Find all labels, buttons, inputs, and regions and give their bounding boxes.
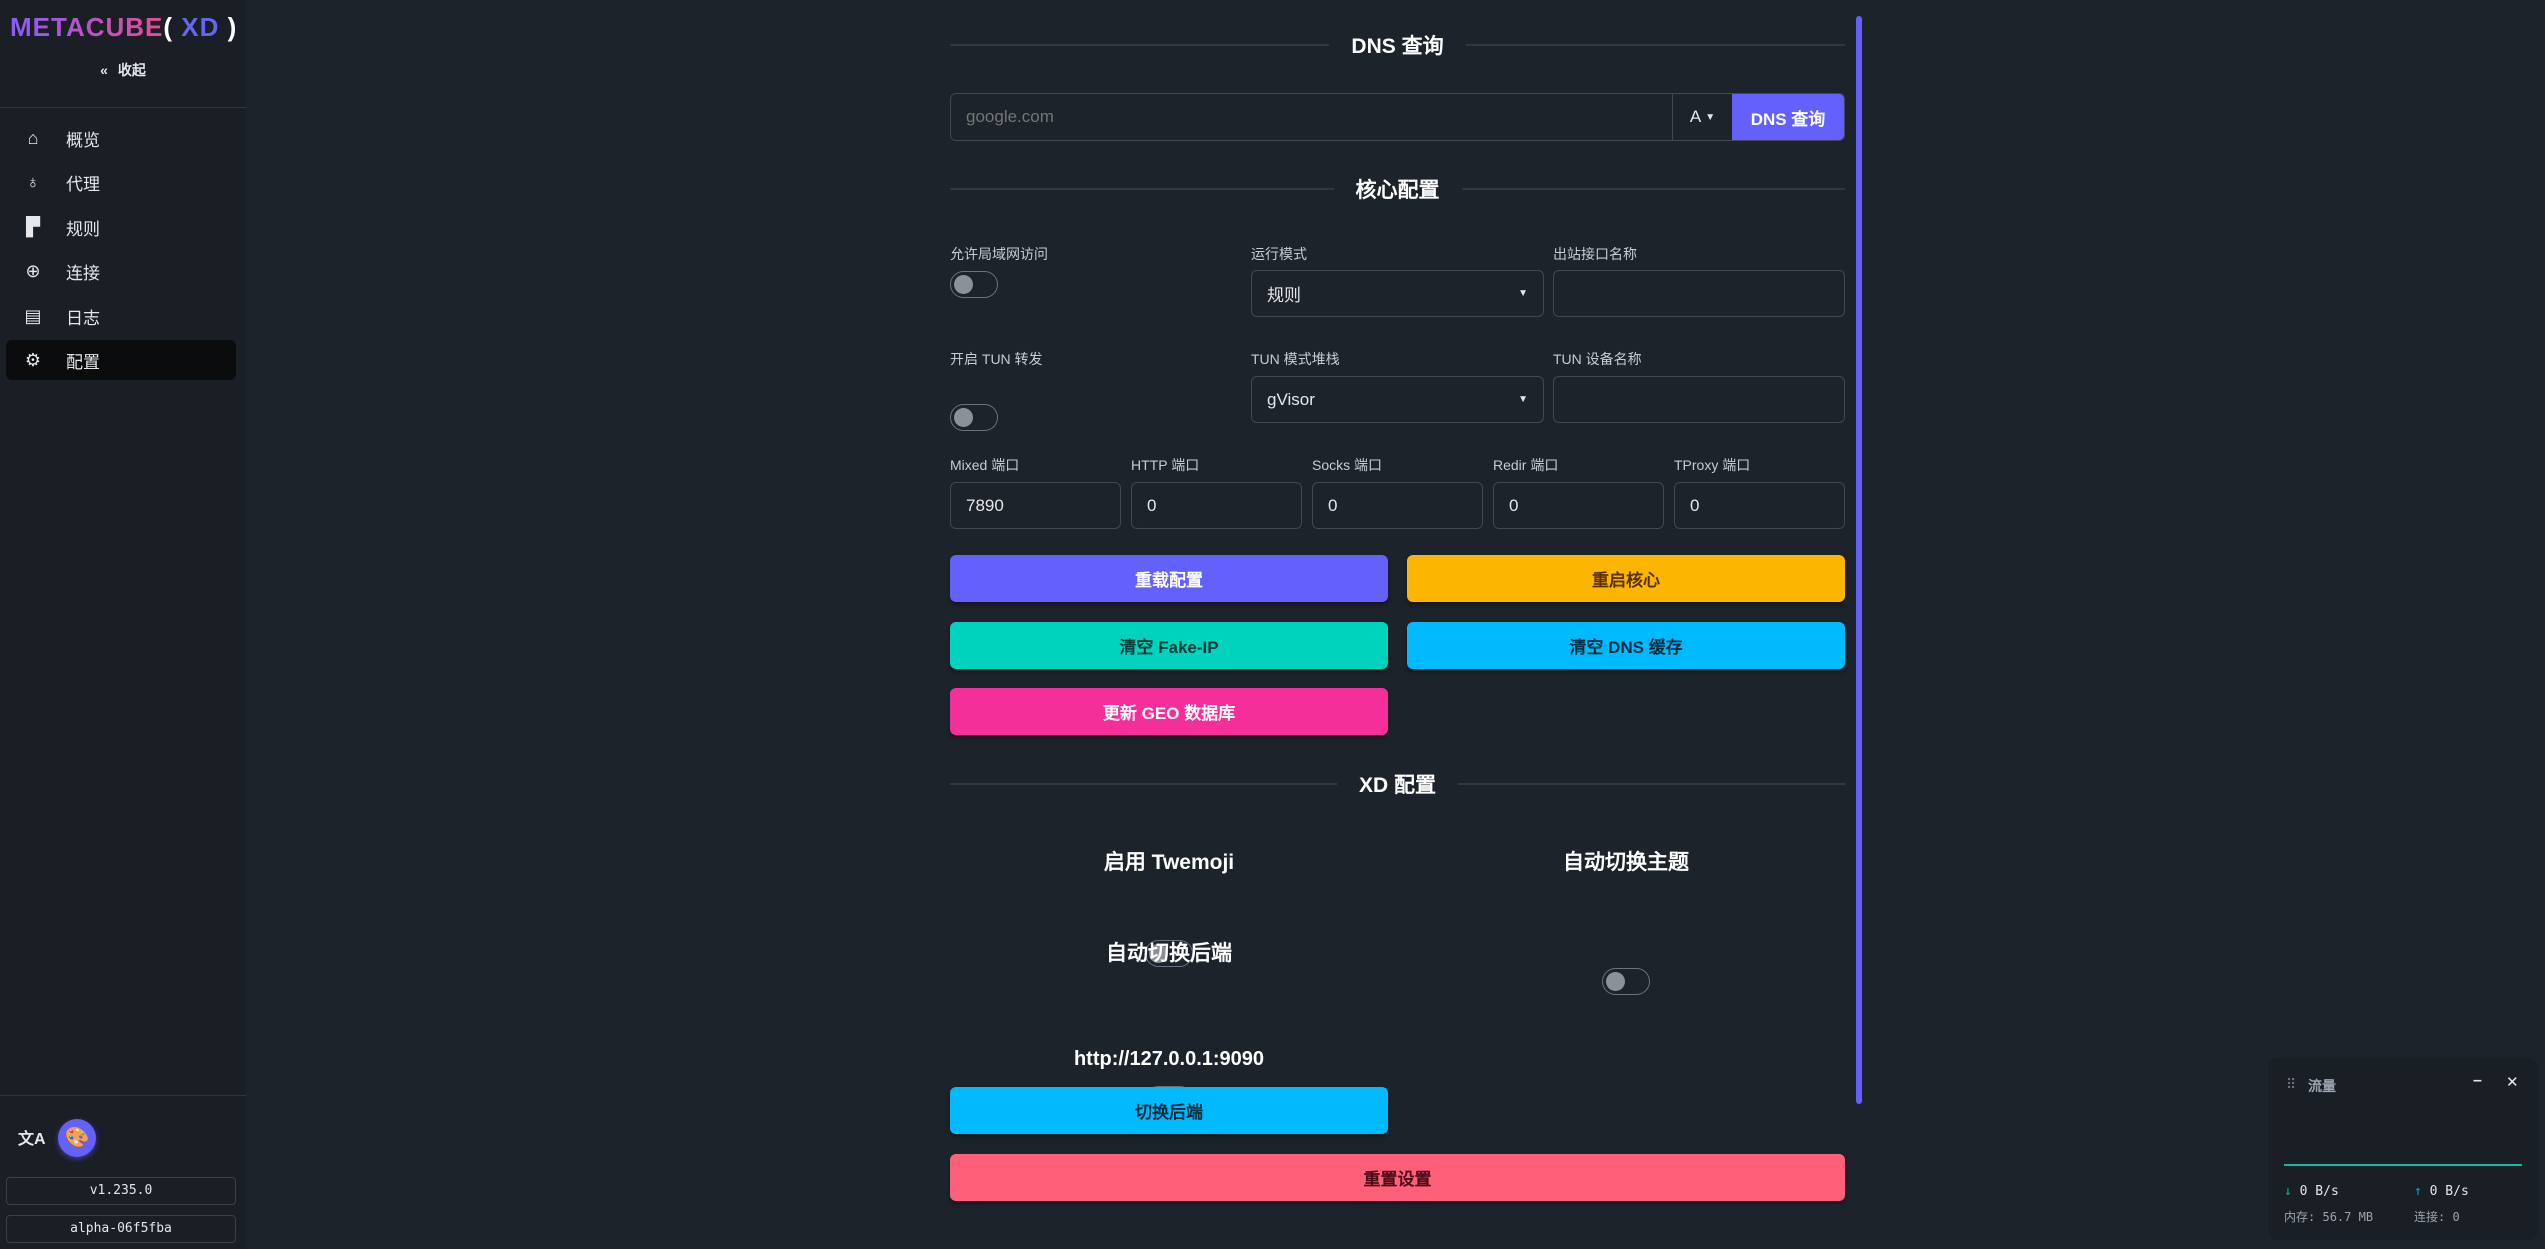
sidebar-item-connections[interactable]: ⊕ 连接 [6, 251, 236, 291]
translate-icon[interactable]: 文A [18, 1131, 46, 1148]
sidebar-item-rules[interactable]: ▛ 规则 [6, 207, 236, 247]
palette-icon[interactable]: 🎨 [58, 1119, 96, 1157]
reload-config-button[interactable]: 重载配置 [950, 555, 1388, 602]
update-geo-button[interactable]: 更新 GEO 数据库 [950, 688, 1388, 735]
auto-backend-label: 自动切换后端 [1106, 942, 1232, 965]
tun-device-input[interactable] [1553, 376, 1845, 423]
http-port-label: HTTP 端口 [1131, 457, 1200, 473]
dns-query-button[interactable]: DNS 查询 [1732, 94, 1844, 140]
sidebar-item-logs[interactable]: ▤ 日志 [6, 296, 236, 336]
tproxy-port-label: TProxy 端口 [1674, 457, 1751, 473]
build-badge: alpha-06f5fba [6, 1215, 236, 1243]
drag-handle-icon[interactable]: ⠿ [2286, 1076, 2297, 1092]
flush-fakeip-button[interactable]: 清空 Fake-IP [950, 622, 1388, 669]
caret-down-icon: ▼ [1705, 111, 1716, 123]
section-title-dns: DNS 查询 [950, 30, 1845, 60]
redir-port-input[interactable]: 0 [1493, 482, 1664, 529]
auto-theme-label: 自动切换主题 [1563, 851, 1689, 874]
interface-label: 出站接口名称 [1553, 246, 1637, 262]
document-icon: ▤ [24, 305, 42, 326]
minimize-icon[interactable]: – [2473, 1072, 2482, 1089]
mixed-port-label: Mixed 端口 [950, 457, 1020, 473]
network-icon: ⊕ [25, 260, 41, 281]
logo: METACUBE( XD ) [10, 12, 238, 42]
globe-stand-icon: ♁ [26, 171, 40, 192]
tun-stack-label: TUN 模式堆栈 [1251, 351, 1340, 367]
dns-query-group: A▼ DNS 查询 [950, 93, 1845, 141]
socks-port-label: Socks 端口 [1312, 457, 1383, 473]
tun-label: 开启 TUN 转发 [950, 351, 1043, 367]
allow-lan-toggle[interactable] [950, 271, 998, 298]
section-title-xd: XD 配置 [950, 769, 1845, 799]
socks-port-input[interactable]: 0 [1312, 482, 1483, 529]
tun-stack-select[interactable]: gVisor ▼ [1251, 376, 1544, 423]
ruler-icon: ▛ [26, 216, 40, 237]
twemoji-label: 启用 Twemoji [1103, 851, 1235, 874]
mode-select[interactable]: 规则 ▼ [1251, 270, 1544, 317]
dns-domain-input[interactable] [951, 94, 1672, 140]
download-speed: 0 B/s [2299, 1184, 2339, 1199]
traffic-widget: ⠿ 流量 – ✕ ↓ 0 B/s ↑ 0 B/s 内存: 56.7 MB 连接:… [2268, 1058, 2538, 1240]
download-arrow-icon: ↓ [2284, 1184, 2292, 1199]
divider [0, 1095, 246, 1096]
home-icon: ⌂ [27, 127, 39, 148]
sidebar: METACUBE( XD ) «收起 ⌂ 概览 ♁ 代理 ▛ 规则 ⊕ 连接 ▤ 日志 ⚙… [0, 0, 246, 1249]
dns-type-select[interactable]: A ▼ [1672, 94, 1732, 140]
backend-url: http://127.0.0.1:9090 [1073, 1048, 1265, 1070]
chevrons-left-icon: « [100, 62, 108, 78]
collapse-button[interactable]: «收起 [100, 62, 146, 78]
switch-backend-button[interactable]: 切换后端 [950, 1087, 1388, 1134]
upload-speed: 0 B/s [2429, 1184, 2469, 1199]
mixed-port-input[interactable]: 7890 [950, 482, 1121, 529]
auto-theme-toggle[interactable] [1602, 968, 1650, 995]
sidebar-item-config[interactable]: ⚙ 配置 [6, 340, 236, 380]
scrollbar[interactable] [1856, 16, 1862, 1104]
upload-arrow-icon: ↑ [2414, 1184, 2422, 1199]
connection-count: 连接: 0 [2414, 1210, 2460, 1224]
gear-icon: ⚙ [24, 349, 42, 370]
traffic-title: 流量 [2308, 1078, 2336, 1094]
caret-down-icon: ▼ [1518, 288, 1528, 299]
divider [0, 107, 246, 108]
allow-lan-label: 允许局域网访问 [950, 246, 1048, 262]
mode-label: 运行模式 [1251, 246, 1307, 262]
version-badge: v1.235.0 [6, 1177, 236, 1205]
close-icon[interactable]: ✕ [2506, 1074, 2519, 1091]
interface-input[interactable] [1553, 270, 1845, 317]
tproxy-port-input[interactable]: 0 [1674, 482, 1845, 529]
tun-toggle[interactable] [950, 404, 998, 431]
http-port-input[interactable]: 0 [1131, 482, 1302, 529]
reset-settings-button[interactable]: 重置设置 [950, 1154, 1845, 1201]
restart-core-button[interactable]: 重启核心 [1407, 555, 1845, 602]
section-title-core: 核心配置 [950, 174, 1845, 204]
tun-device-label: TUN 设备名称 [1553, 351, 1642, 367]
caret-down-icon: ▼ [1518, 394, 1528, 405]
twemoji-toggle[interactable] [1145, 940, 1193, 967]
flush-dns-button[interactable]: 清空 DNS 缓存 [1407, 622, 1845, 669]
memory-usage: 内存: 56.7 MB [2284, 1210, 2374, 1224]
traffic-chart [2284, 1164, 2522, 1166]
sidebar-item-proxies[interactable]: ♁ 代理 [6, 162, 236, 202]
sidebar-item-overview[interactable]: ⌂ 概览 [6, 118, 236, 158]
redir-port-label: Redir 端口 [1493, 457, 1559, 473]
